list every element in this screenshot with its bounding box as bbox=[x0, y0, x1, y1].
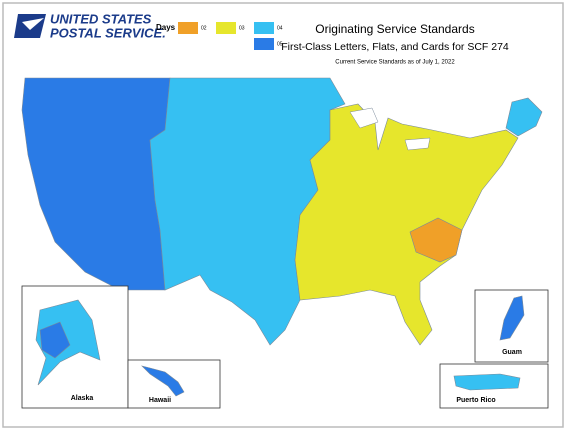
hawaii-map bbox=[141, 365, 185, 397]
subtitle: First-Class Letters, Flats, and Cards fo… bbox=[281, 41, 509, 53]
us-map bbox=[21, 77, 543, 346]
logo-line: POSTAL SERVICE. bbox=[50, 25, 166, 40]
title: Originating Service Standards bbox=[315, 22, 474, 36]
inset-label: Guam bbox=[502, 349, 522, 356]
legend-title: Days bbox=[156, 23, 176, 32]
legend: Days 02 03 04 05 bbox=[156, 22, 283, 50]
legend-label: 05 bbox=[277, 41, 283, 47]
puerto-rico-map bbox=[453, 373, 521, 391]
logo: UNITED STATES POSTAL SERVICE. bbox=[14, 11, 166, 40]
note: Current Service Standards as of July 1, … bbox=[335, 60, 455, 66]
legend-swatch bbox=[178, 22, 198, 34]
alaska-map bbox=[39, 321, 71, 359]
lake bbox=[404, 137, 431, 151]
legend-swatch bbox=[254, 22, 274, 34]
inset-label: Puerto Rico bbox=[456, 397, 495, 404]
legend-label: 02 bbox=[201, 25, 207, 31]
region-03 bbox=[294, 103, 519, 346]
inset-label: Hawaii bbox=[149, 397, 171, 404]
legend-label: 03 bbox=[239, 25, 245, 31]
legend-swatch bbox=[254, 38, 274, 50]
logo-line: UNITED STATES bbox=[50, 11, 152, 26]
region-04 bbox=[505, 97, 543, 137]
inset-label: Alaska bbox=[71, 395, 94, 402]
region-02 bbox=[409, 217, 463, 263]
eagle-head bbox=[22, 18, 44, 30]
lake bbox=[349, 107, 379, 129]
legend-swatch bbox=[216, 22, 236, 34]
legend-label: 04 bbox=[277, 25, 283, 31]
guam-map bbox=[499, 295, 525, 341]
